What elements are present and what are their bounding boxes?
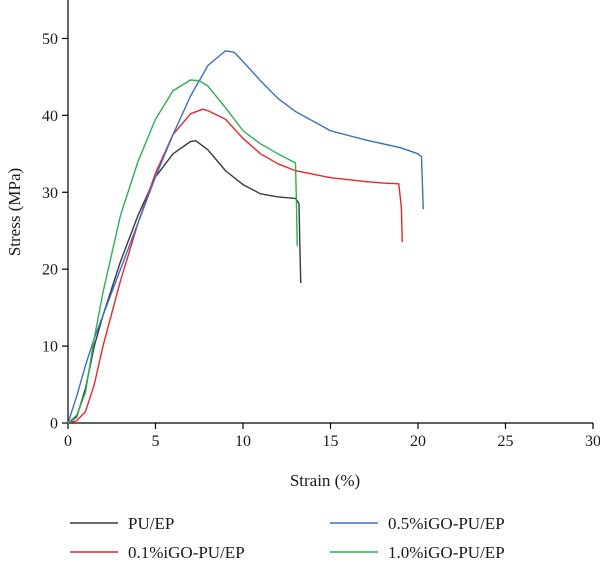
series-line-4 [67,79,298,424]
x-tick-label: 0 [64,433,72,450]
x-tick-label: 25 [498,433,514,450]
y-tick-label: 30 [42,185,58,202]
series-line-2 [67,108,403,424]
x-tick-label: 30 [585,433,600,450]
x-tick-label: 15 [323,433,339,450]
series-layer [67,50,424,424]
y-tick-label: 0 [50,416,58,433]
x-axis-ticks: 0 5 10 15 20 25 30 [64,423,600,450]
legend-label: 0.1%iGO-PU/EP [128,543,245,562]
legend-item: PU/EP [70,514,174,533]
series-line-1 [67,140,302,424]
legend-label: 0.5%iGO-PU/EP [388,514,505,533]
y-tick-label: 20 [42,262,58,279]
x-axis-title: Strain (%) [290,471,360,490]
x-tick-label: 5 [152,433,160,450]
legend-item: 1.0%iGO-PU/EP [330,543,505,562]
plot-area: 0 5 10 15 20 25 30 0 10 20 30 40 50 [42,0,600,450]
y-tick-label: 50 [42,31,58,48]
y-tick-label: 10 [42,339,58,356]
y-axis-title: Stress (MPa) [5,168,24,256]
legend-item: 0.5%iGO-PU/EP [330,514,505,533]
x-tick-label: 20 [410,433,426,450]
legend-label: PU/EP [128,514,174,533]
x-tick-label: 10 [235,433,251,450]
legend-item: 0.1%iGO-PU/EP [70,543,245,562]
y-tick-label: 40 [42,108,58,125]
y-axis-ticks: 0 10 20 30 40 50 [42,31,68,433]
series-line-3 [67,50,424,424]
legend: PU/EP 0.1%iGO-PU/EP 0.5%iGO-PU/EP 1.0%iGO-P… [70,514,505,562]
legend-label: 1.0%iGO-PU/EP [388,543,505,562]
